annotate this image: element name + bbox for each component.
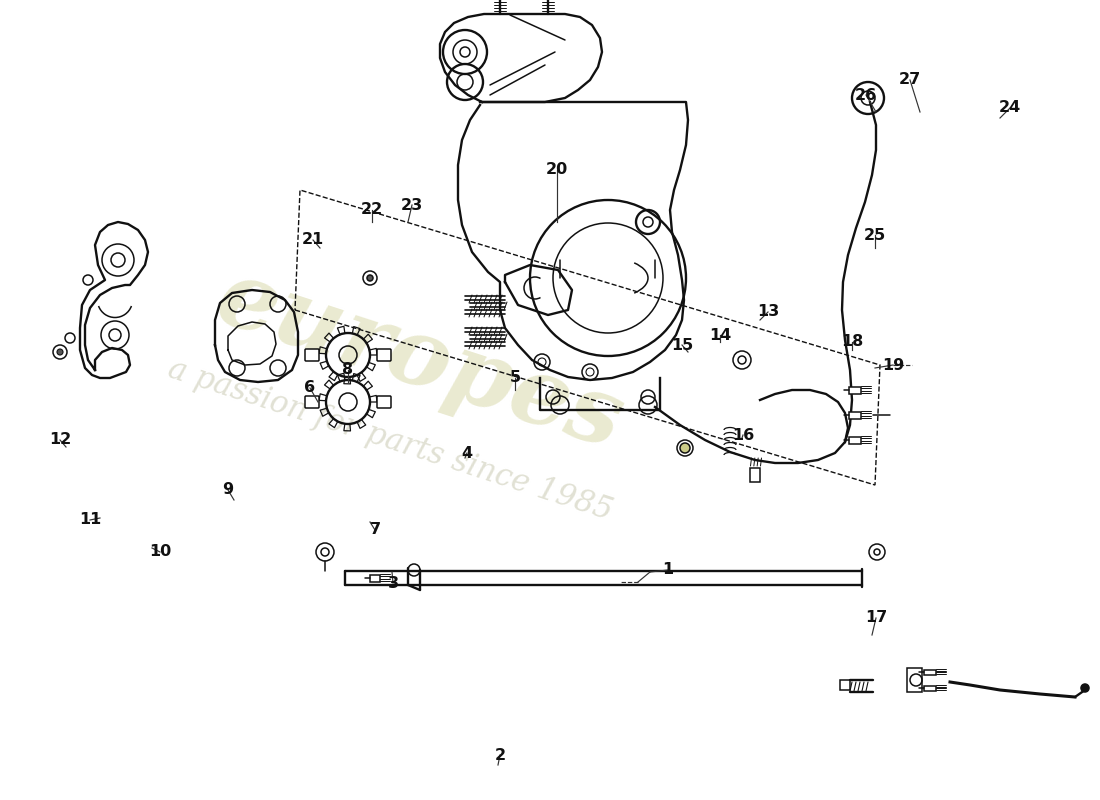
Text: 8: 8 — [342, 362, 353, 378]
Text: 21: 21 — [301, 233, 324, 247]
Text: 5: 5 — [509, 370, 520, 386]
FancyBboxPatch shape — [305, 396, 319, 408]
Text: 15: 15 — [671, 338, 693, 353]
Circle shape — [680, 443, 690, 453]
Text: 14: 14 — [708, 327, 732, 342]
Text: 12: 12 — [48, 433, 72, 447]
Text: 16: 16 — [732, 427, 755, 442]
FancyBboxPatch shape — [750, 468, 760, 482]
FancyBboxPatch shape — [305, 349, 319, 361]
Text: 4: 4 — [461, 446, 473, 461]
Text: 13: 13 — [757, 305, 779, 319]
Text: 9: 9 — [222, 482, 233, 498]
Text: 2: 2 — [494, 747, 506, 762]
Text: 24: 24 — [999, 101, 1021, 115]
FancyBboxPatch shape — [849, 411, 861, 418]
Circle shape — [1081, 684, 1089, 692]
FancyBboxPatch shape — [370, 574, 379, 582]
Text: 3: 3 — [387, 575, 398, 590]
Text: 11: 11 — [79, 513, 101, 527]
Text: 6: 6 — [305, 381, 316, 395]
Text: 25: 25 — [864, 227, 887, 242]
Text: 26: 26 — [855, 87, 877, 102]
FancyBboxPatch shape — [849, 386, 861, 394]
Text: 1: 1 — [662, 562, 673, 578]
FancyBboxPatch shape — [849, 437, 861, 443]
Text: 7: 7 — [370, 522, 381, 538]
Text: 10: 10 — [148, 545, 172, 559]
Text: 17: 17 — [865, 610, 887, 626]
FancyBboxPatch shape — [924, 686, 936, 690]
FancyBboxPatch shape — [377, 396, 390, 408]
Text: 22: 22 — [361, 202, 383, 218]
Circle shape — [367, 275, 373, 281]
FancyBboxPatch shape — [924, 670, 936, 674]
Text: 27: 27 — [899, 73, 921, 87]
FancyBboxPatch shape — [840, 680, 850, 690]
Text: a passion for parts since 1985: a passion for parts since 1985 — [164, 354, 616, 526]
Circle shape — [57, 349, 63, 355]
FancyBboxPatch shape — [377, 349, 390, 361]
Text: 20: 20 — [546, 162, 568, 178]
Text: 19: 19 — [882, 358, 904, 373]
Text: 23: 23 — [400, 198, 424, 213]
Text: 18: 18 — [840, 334, 864, 350]
Text: europes: europes — [206, 252, 635, 468]
